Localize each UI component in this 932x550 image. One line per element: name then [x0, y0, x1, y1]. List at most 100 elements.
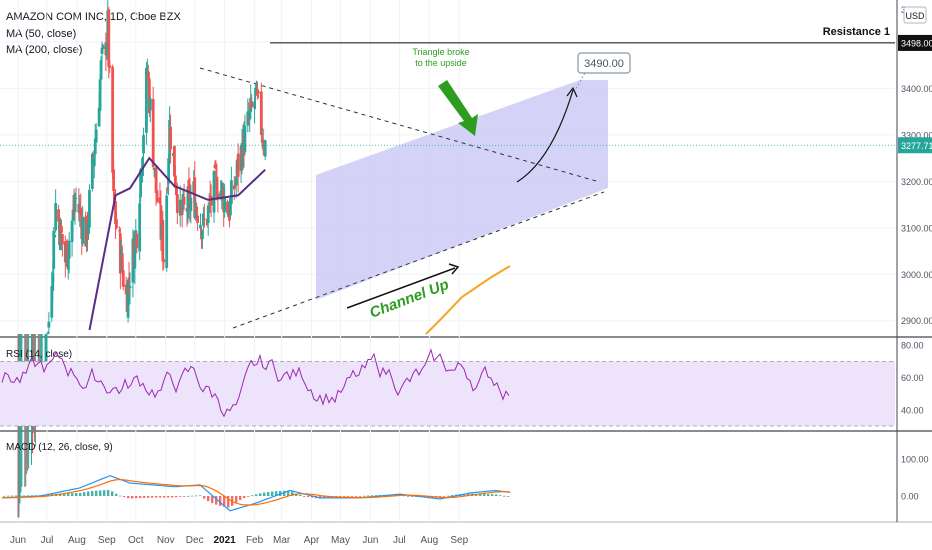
candle-body: [167, 158, 171, 184]
candle-body: [121, 270, 125, 287]
candle-body: [165, 195, 169, 268]
ma200-legend: MA (200, close): [6, 44, 82, 56]
macd-histogram-bar: [7, 495, 10, 497]
macd-histogram-bar: [135, 496, 138, 499]
candle-body: [74, 198, 78, 200]
y-tick-label: 3300.00: [901, 130, 932, 140]
macd-histogram-bar: [115, 493, 118, 496]
candle-body: [158, 197, 162, 204]
macd-histogram-bar: [343, 496, 346, 497]
candle-body: [195, 206, 199, 211]
macd-histogram-bar: [243, 496, 246, 498]
candle-body: [101, 45, 105, 49]
macd-histogram-bar: [19, 495, 22, 497]
candle-body: [70, 220, 74, 242]
candle-body: [159, 205, 163, 240]
triangle-break-arrow: [438, 80, 478, 136]
macd-histogram-bar: [119, 495, 122, 497]
candle-body: [173, 145, 176, 177]
macd-histogram-bar: [483, 494, 486, 496]
y-tick-label: 3400.00: [901, 84, 932, 94]
macd-histogram-bar: [75, 492, 78, 496]
macd-histogram-bar: [95, 490, 98, 496]
candle-body: [201, 231, 204, 240]
macd-histogram-bar: [159, 496, 162, 498]
macd-histogram-bar: [155, 496, 158, 498]
candle-body: [100, 47, 104, 54]
macd-histogram-bar: [167, 496, 170, 498]
candle-body: [212, 171, 216, 213]
candle-body: [248, 110, 252, 120]
macd-histogram-bar: [195, 495, 198, 497]
x-tick-label: Jul: [393, 535, 406, 546]
macd-histogram-bar: [291, 491, 294, 496]
triangle-note: Triangle broke: [412, 47, 469, 57]
candle-body: [90, 153, 94, 189]
candle-body: [53, 234, 57, 238]
macd-histogram-bar: [139, 496, 142, 499]
candle-body: [142, 135, 145, 154]
candle-body: [73, 205, 77, 210]
macd-histogram-bar: [219, 496, 222, 506]
rsi-title: RSI (14, close): [6, 349, 72, 360]
candle-body: [226, 201, 229, 214]
macd-tick-label: 100.00: [901, 455, 929, 465]
macd-histogram-bar: [443, 496, 446, 497]
macd-histogram-bar: [311, 496, 314, 498]
macd-histogram-bar: [463, 493, 466, 496]
macd-histogram-bar: [499, 495, 502, 497]
macd-histogram-bar: [207, 496, 210, 502]
x-tick-label: Aug: [68, 535, 86, 546]
triangle-lower-line: [232, 191, 605, 329]
candle-body: [193, 177, 197, 218]
candle-body: [139, 169, 143, 198]
x-tick-label: Feb: [246, 535, 264, 546]
x-tick-label: Sep: [450, 535, 468, 546]
candle-body: [114, 201, 117, 224]
candle-body: [229, 197, 232, 216]
ma50-line: [88, 156, 266, 331]
candle-body: [161, 219, 165, 262]
candle-body: [124, 284, 128, 294]
macd-histogram-bar: [263, 492, 266, 496]
macd-histogram-bar: [199, 495, 202, 497]
candle-body: [146, 72, 150, 79]
candle-body: [97, 107, 101, 127]
candle-body: [61, 234, 64, 245]
projection-curve: [516, 89, 574, 183]
macd-histogram-bar: [71, 493, 74, 496]
candle-body: [54, 203, 58, 231]
currency-badge[interactable]: USD: [903, 6, 927, 24]
macd-line: [1, 474, 511, 512]
candle-body: [47, 321, 51, 328]
macd-histogram-bar: [319, 496, 322, 499]
macd-signal-line: [1, 479, 510, 506]
last-price-label: 3277.71: [901, 141, 932, 151]
macd-histogram-bar: [91, 491, 94, 496]
candle-body: [92, 154, 96, 167]
rsi-tick-label: 40.00: [901, 405, 924, 415]
macd-histogram-bar: [507, 496, 510, 497]
macd-histogram-bar: [323, 496, 326, 499]
candle-body: [187, 179, 191, 190]
x-tick-label: May: [331, 535, 350, 546]
macd-histogram-bar: [131, 496, 134, 499]
candle-body: [108, 65, 112, 68]
candle-body: [105, 43, 109, 58]
macd-histogram-bar: [3, 495, 6, 497]
rsi-band: [0, 361, 895, 426]
candle-body: [214, 171, 218, 173]
macd-histogram-bar: [211, 496, 214, 504]
x-tick-label: Sep: [98, 535, 116, 546]
ma50-legend: MA (50, close): [6, 28, 76, 40]
candle-body: [175, 194, 179, 213]
candle-body: [128, 286, 132, 289]
candle-body: [186, 186, 190, 219]
candle-body: [59, 220, 62, 251]
macd-histogram-bar: [259, 493, 262, 496]
rsi-tick-label: 60.00: [901, 373, 924, 383]
macd-histogram-bar: [255, 494, 258, 496]
candle-body: [253, 101, 256, 109]
candle-body: [127, 277, 131, 282]
